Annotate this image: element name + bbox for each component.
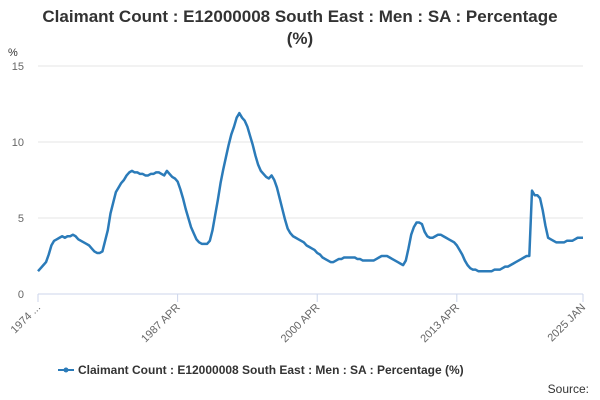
y-tick-label: 0	[18, 289, 24, 301]
x-tick-label: 1987 APR	[139, 302, 183, 346]
x-tick-label: 2013 APR	[418, 302, 462, 346]
data-line	[37, 111, 583, 273]
y-tick-label: 5	[18, 213, 24, 225]
x-tick-label: 2025 JAN	[545, 302, 588, 345]
x-tick-label: 2000 APR	[279, 302, 323, 346]
chart-title: Claimant Count : E12000008 South East : …	[42, 7, 558, 48]
legend-label: Claimant Count : E12000008 South East : …	[78, 363, 464, 377]
y-unit: %	[8, 47, 18, 59]
legend-marker	[63, 367, 69, 373]
y-tick-label: 10	[12, 137, 24, 149]
x-tick-label: 1974 ...	[9, 302, 43, 336]
y-tick-label: 15	[12, 61, 24, 73]
source: Source:	[548, 382, 589, 396]
